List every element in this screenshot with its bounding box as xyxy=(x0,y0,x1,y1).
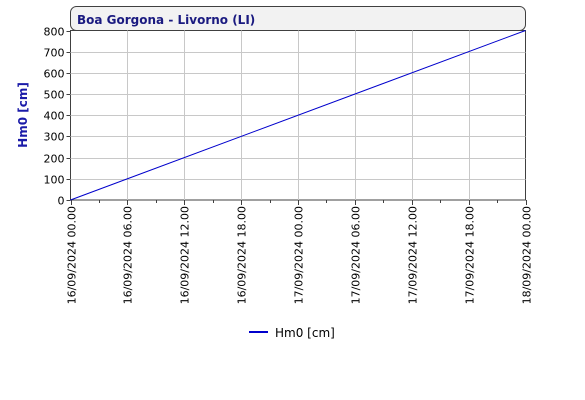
x-tick-label: 16/09/2024 18.00 xyxy=(236,206,249,304)
x-tick-label: 16/09/2024 00.00 xyxy=(66,206,79,304)
legend-label: Hm0 [cm] xyxy=(275,326,335,340)
x-tick-label: 17/09/2024 06.00 xyxy=(350,206,363,304)
y-tick-label: 400 xyxy=(44,110,65,123)
x-tick-label: 16/09/2024 12.00 xyxy=(179,206,192,304)
x-tick-label: 16/09/2024 06.00 xyxy=(122,206,135,304)
y-tick-label: 500 xyxy=(44,89,65,102)
series-layer xyxy=(70,30,526,201)
y-tick-label: 800 xyxy=(44,26,65,39)
x-tick-label: 17/09/2024 12.00 xyxy=(407,206,420,304)
y-tick-label: 600 xyxy=(44,68,65,81)
y-tick-label: 200 xyxy=(44,153,65,166)
legend: Hm0 [cm] xyxy=(249,326,335,340)
grid-lines xyxy=(70,30,526,200)
series-line xyxy=(70,30,526,201)
y-tick-label: 0 xyxy=(58,195,65,208)
y-axis-label: Hm0 [cm] xyxy=(16,82,30,148)
x-tick-label: 17/09/2024 18.00 xyxy=(464,206,477,304)
x-axis: 16/09/2024 00.00 16/09/2024 06.00 16/09/20… xyxy=(66,200,534,304)
y-tick-label: 100 xyxy=(44,174,65,187)
y-axis: 0 100 200 300 400 500 600 700 800 xyxy=(44,26,71,208)
y-tick-label: 700 xyxy=(44,47,65,60)
chart-title: Boa Gorgona - Livorno (LI) xyxy=(77,13,255,27)
x-tick-label: 17/09/2024 00.00 xyxy=(293,206,306,304)
x-tick-label: 18/09/2024 00.00 xyxy=(521,206,534,304)
y-tick-label: 300 xyxy=(44,131,65,144)
